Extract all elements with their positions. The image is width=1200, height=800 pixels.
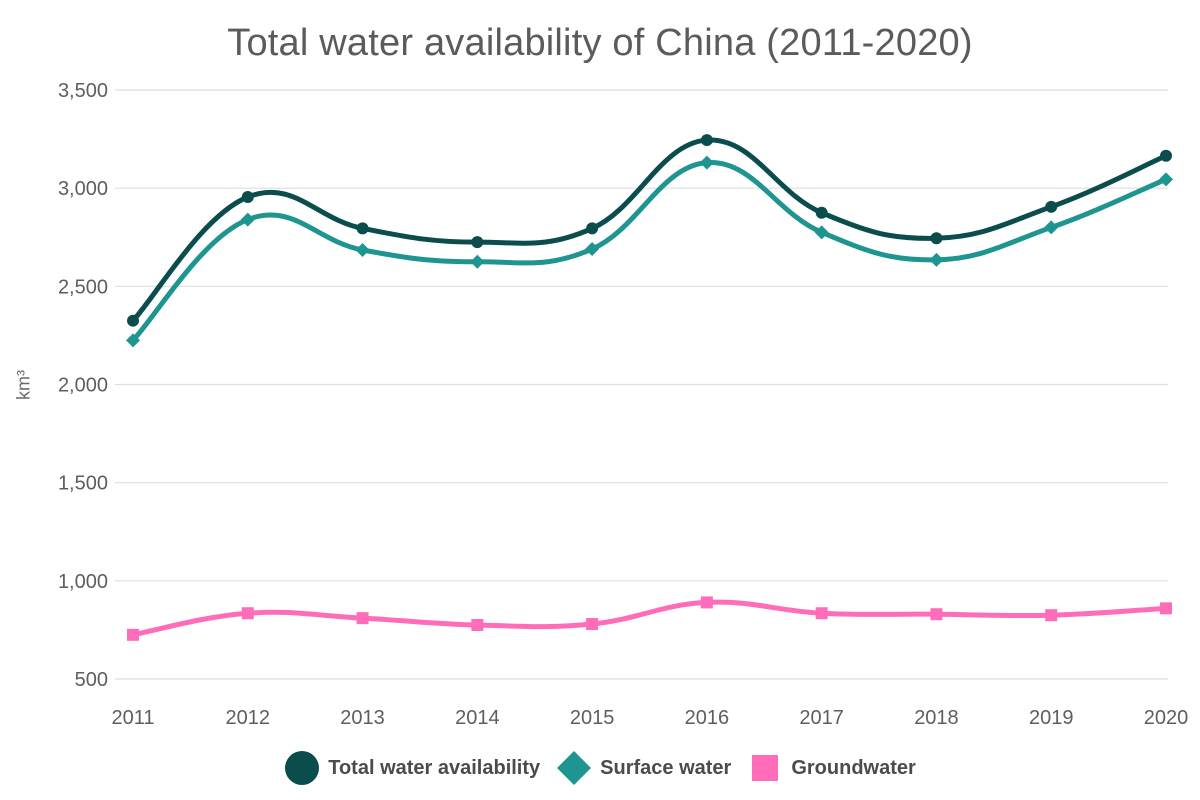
data-point-groundwater [241,607,254,620]
data-point-groundwater [586,618,599,631]
data-point-total-water-availability [471,236,484,249]
series-line-groundwater [130,599,1169,638]
data-point-groundwater [815,607,828,620]
square-marker-icon [747,750,783,786]
data-point-surface-water [1044,220,1059,235]
y-tick-label: 1,500 [58,473,108,495]
legend-item[interactable]: Groundwater [747,750,916,786]
legend-label: Total water availability [328,756,541,779]
data-point-surface-water [355,243,370,258]
data-point-groundwater [1160,602,1172,615]
legend-label: Groundwater [791,756,916,779]
y-tick-label: 3,000 [58,178,108,200]
series-line-surface-water [130,160,1169,343]
x-tick-label: 2016 [685,707,730,729]
data-point-total-water-availability [356,222,369,235]
x-tick-label: 2019 [1029,707,1074,729]
x-tick-label: 2017 [799,707,844,729]
y-tick-label: 500 [75,669,108,691]
data-point-groundwater [127,628,139,641]
data-point-surface-water [929,252,944,267]
x-tick-label: 2012 [226,707,271,729]
data-point-surface-water [814,225,829,240]
y-tick-label: 1,000 [58,571,108,593]
legend-label: Surface water [600,756,732,779]
chart-title: Total water availability of China (2011-… [227,22,973,64]
x-tick-label: 2011 [111,707,154,729]
data-point-surface-water [126,333,140,348]
circle-marker-icon [284,750,320,786]
data-point-groundwater [930,608,943,621]
x-tick-label: 2014 [455,707,500,729]
y-tick-label: 2,000 [58,375,108,397]
legend-item[interactable]: Surface water [556,750,731,786]
data-point-surface-water [585,242,600,257]
y-tick-label: 3,500 [58,80,108,102]
data-point-surface-water [699,155,714,170]
data-point-total-water-availability [930,232,943,245]
x-tick-label: 2013 [340,707,385,729]
legend-item[interactable]: Total water availability [284,750,540,786]
data-point-surface-water [470,254,485,269]
data-point-groundwater [471,619,484,632]
series-line-total-water-availability [130,137,1169,324]
data-point-total-water-availability [815,206,828,219]
data-point-surface-water [1159,172,1173,187]
data-point-total-water-availability [586,222,599,235]
data-point-total-water-availability [1045,200,1058,213]
data-point-total-water-availability [1160,149,1172,162]
x-tick-label: 2020 [1144,707,1189,729]
y-tick-label: 2,500 [58,276,108,298]
data-point-groundwater [1045,609,1058,622]
diamond-marker-icon [556,750,592,786]
x-tick-label: 2015 [570,707,615,729]
data-point-total-water-availability [127,314,139,327]
x-tick-label: 2018 [914,707,959,729]
data-point-total-water-availability [700,134,713,147]
data-point-total-water-availability [241,191,254,204]
data-point-surface-water [240,212,255,227]
data-point-groundwater [356,612,369,625]
data-point-groundwater [700,596,713,609]
chart-legend: Total water availability Surface water Gro… [0,750,1200,786]
